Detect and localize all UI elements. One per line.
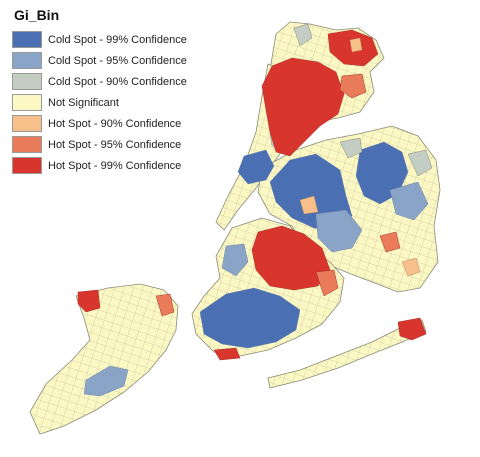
hot-spot-clusters xyxy=(77,29,427,361)
legend-item-cold-95: Cold Spot - 95% Confidence xyxy=(12,50,212,71)
legend-item-not-significant: Not Significant xyxy=(12,92,212,113)
legend-title: Gi_Bin xyxy=(14,7,60,23)
legend-swatch-hot-90 xyxy=(12,115,42,132)
legend-label-hot-95: Hot Spot - 95% Confidence xyxy=(48,138,182,151)
legend-label-not-significant: Not Significant xyxy=(48,96,119,109)
legend-label-cold-90: Cold Spot - 90% Confidence xyxy=(48,75,187,88)
legend-swatch-cold-90 xyxy=(12,73,42,90)
legend-swatch-hot-95 xyxy=(12,136,42,153)
legend-swatch-cold-95 xyxy=(12,52,42,69)
cold-spot-clusters xyxy=(83,23,433,397)
legend-label-cold-99: Cold Spot - 99% Confidence xyxy=(48,33,187,46)
legend-item-cold-90: Cold Spot - 90% Confidence xyxy=(12,71,212,92)
borough-staten-island xyxy=(29,283,179,435)
legend-item-hot-90: Hot Spot - 90% Confidence xyxy=(12,113,212,134)
legend-label-hot-90: Hot Spot - 90% Confidence xyxy=(48,117,182,130)
legend-swatch-cold-99 xyxy=(12,31,42,48)
legend-label-hot-99: Hot Spot - 99% Confidence xyxy=(48,159,182,172)
legend-item-hot-95: Hot Spot - 95% Confidence xyxy=(12,134,212,155)
map-legend: Gi_Bin Cold Spot - 99% Confidence Cold S… xyxy=(12,6,212,176)
legend-item-hot-99: Hot Spot - 99% Confidence xyxy=(12,155,212,176)
legend-swatch-hot-99 xyxy=(12,157,42,174)
legend-item-cold-99: Cold Spot - 99% Confidence xyxy=(12,29,212,50)
legend-swatch-not-significant xyxy=(12,94,42,111)
rockaway-peninsula xyxy=(267,319,427,389)
legend-label-cold-95: Cold Spot - 95% Confidence xyxy=(48,54,187,67)
